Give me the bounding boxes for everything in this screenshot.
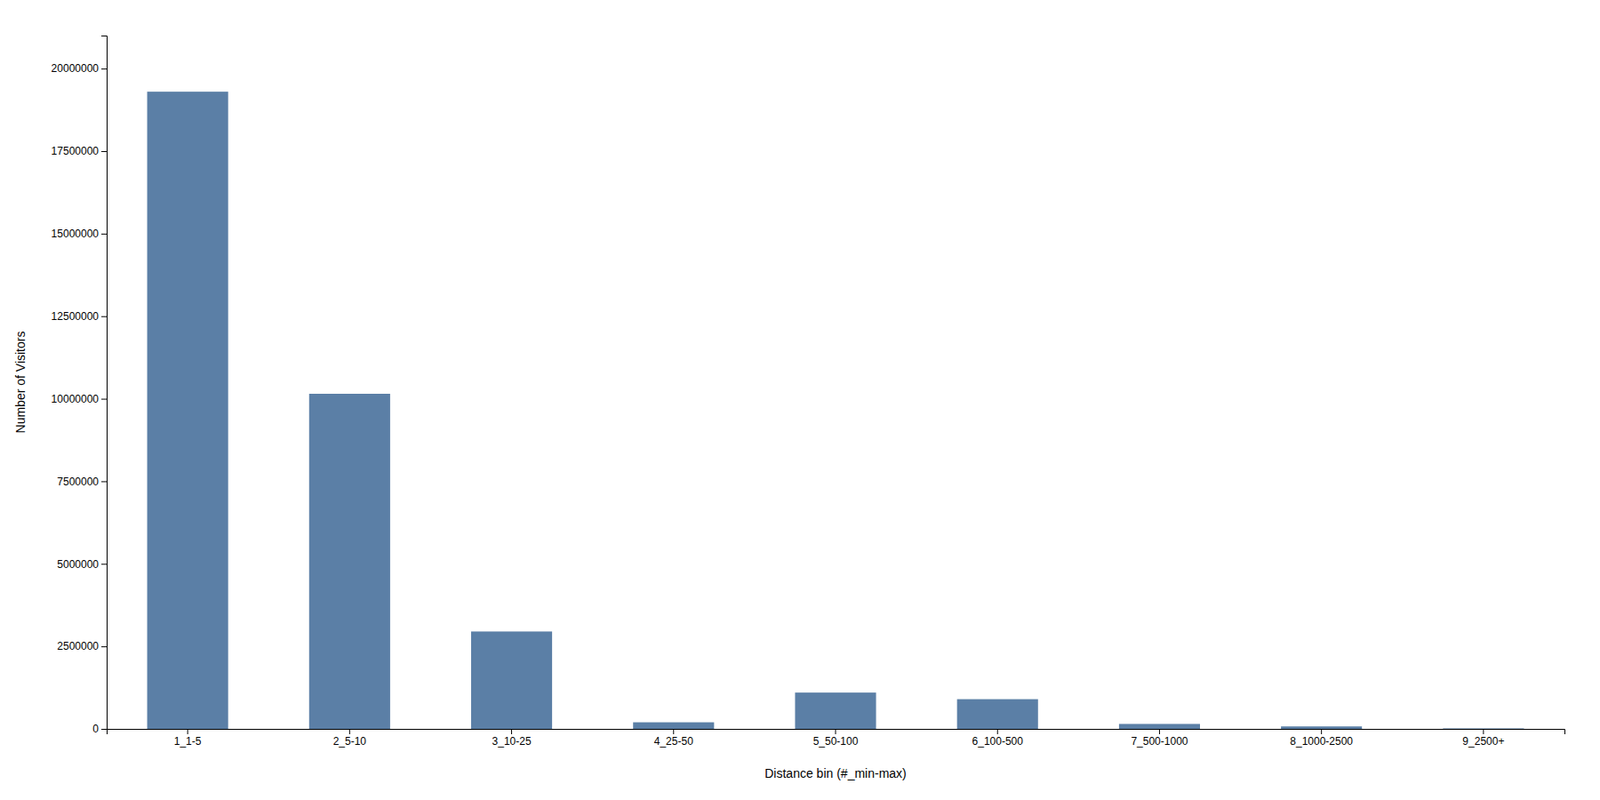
- axis-line: [107, 729, 1566, 736]
- tick-mark: [997, 728, 999, 735]
- tick-mark: [1159, 728, 1160, 735]
- tick-label: 1_1-5: [174, 735, 202, 748]
- bar: [1119, 723, 1200, 729]
- y-tick: 17500000: [51, 144, 107, 158]
- y-tick: 20000000: [51, 62, 107, 75]
- x-tick: 2_5-10: [333, 728, 368, 748]
- tick-mark: [101, 399, 107, 400]
- y-tick: 2500000: [56, 640, 107, 653]
- chart: 1_1-5 2_5-10 3_10-25 4_25-50 5_50-100 6_100-5…: [0, 0, 1600, 800]
- chart-container: 1_1-5 2_5-10 3_10-25 4_25-50 5_50-100 6_100-5…: [0, 0, 1600, 800]
- tick-label: 6_100-500: [972, 735, 1024, 748]
- y-tick: 10000000: [51, 392, 107, 406]
- tick-label: 5000000: [56, 558, 99, 571]
- y-tick: 7500000: [56, 475, 107, 488]
- x-tick: 8_1000-2500: [1289, 728, 1353, 748]
- bar: [794, 692, 876, 729]
- x-tick: 5_50-100: [813, 728, 859, 748]
- y-tick: 0: [92, 722, 107, 736]
- tick-label: 9_2500+: [1462, 735, 1504, 748]
- tick-label: 4_25-50: [654, 735, 694, 748]
- x-axis: 1_1-5 2_5-10 3_10-25 4_25-50 5_50-100 6_100-5…: [107, 728, 1566, 748]
- tick-label: 10000000: [51, 392, 100, 406]
- bar: [957, 699, 1039, 729]
- bar: [1442, 728, 1524, 729]
- tick-label: 5_50-100: [813, 735, 859, 748]
- tick-mark: [187, 728, 189, 735]
- tick-label: 3_10-25: [492, 735, 532, 748]
- y-tick: 12500000: [51, 310, 107, 323]
- x-axis-title: Distance bin (#_min-max): [764, 766, 907, 781]
- tick-mark: [349, 728, 351, 735]
- tick-mark: [101, 728, 107, 730]
- tick-label: 7500000: [56, 475, 99, 488]
- tick-mark: [672, 728, 674, 735]
- bar: [471, 631, 552, 729]
- x-tick: 7_500-1000: [1130, 728, 1188, 748]
- plot-area: [147, 91, 1525, 729]
- x-tick: 9_2500+: [1462, 728, 1504, 748]
- y-tick: 5000000: [56, 558, 107, 571]
- bar: [1280, 726, 1362, 729]
- tick-mark: [101, 68, 107, 70]
- tick-mark: [101, 646, 107, 648]
- x-tick: 3_10-25: [492, 728, 532, 748]
- tick-label: 7_500-1000: [1130, 735, 1188, 748]
- tick-mark: [101, 480, 107, 482]
- tick-mark: [1320, 728, 1322, 735]
- tick-label: 20000000: [51, 62, 100, 75]
- x-tick: 1_1-5: [174, 728, 202, 748]
- tick-label: 17500000: [51, 144, 100, 158]
- y-axis-title: Number of Visitors: [13, 331, 28, 434]
- bar: [309, 393, 391, 729]
- tick-mark: [1482, 728, 1484, 735]
- tick-label: 0: [92, 722, 99, 736]
- tick-mark: [101, 151, 107, 152]
- tick-mark: [101, 316, 107, 318]
- tick-label: 8_1000-2500: [1289, 735, 1353, 748]
- tick-mark: [101, 233, 107, 235]
- tick-label: 2500000: [56, 640, 99, 653]
- tick-mark: [835, 728, 837, 735]
- tick-label: 12500000: [51, 310, 100, 323]
- y-tick: 15000000: [51, 227, 107, 240]
- axis-line: [101, 36, 108, 730]
- y-axis: 0 2500000 5000000 7500000 10000000 12500000 15…: [51, 36, 108, 736]
- x-tick: 4_25-50: [654, 728, 694, 748]
- tick-mark: [101, 563, 107, 565]
- tick-label: 15000000: [51, 227, 100, 240]
- tick-label: 2_5-10: [333, 735, 368, 748]
- bar: [147, 91, 229, 729]
- tick-mark: [511, 728, 512, 735]
- x-tick: 6_100-500: [972, 728, 1024, 748]
- bar: [632, 722, 714, 729]
